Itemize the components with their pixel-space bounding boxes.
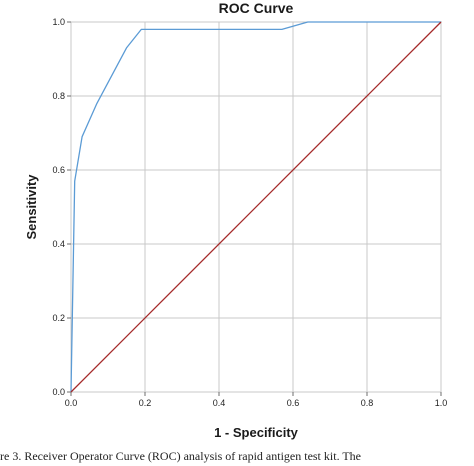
- y-axis-label: Sensitivity: [24, 174, 39, 240]
- x-tick-label: 0.6: [287, 398, 300, 408]
- axis-ticks: 0.0 0.2 0.4 0.6 0.8 1.0 0.0 0.2 0.4 0.6 0.8 1.0: [52, 17, 447, 408]
- x-axis-label: 1 - Specificity: [214, 425, 299, 440]
- y-tick-label: 0.0: [52, 387, 65, 397]
- x-tick-label: 0.2: [139, 398, 152, 408]
- y-tick-label: 0.4: [52, 239, 65, 249]
- x-tick-label: 0.8: [361, 398, 374, 408]
- x-tick-label: 0.4: [213, 398, 226, 408]
- y-tick-label: 0.6: [52, 165, 65, 175]
- y-tick-label: 0.8: [52, 91, 65, 101]
- x-tick-label: 1.0: [435, 398, 448, 408]
- reference-diagonal-line: [70, 21, 442, 393]
- roc-curve-line: [70, 21, 441, 393]
- roc-chart: ROC Curve 0.0 0.2 0.4 0.6 0.8 1.0 0.0 0.2 0.4 0.6…: [24, 0, 447, 440]
- x-tick-label: 0.0: [65, 398, 78, 408]
- series-lines: [70, 21, 442, 393]
- gridlines: [70, 21, 442, 393]
- chart-title: ROC Curve: [219, 0, 294, 16]
- figure-caption: re 3. Receiver Operator Curve (ROC) anal…: [0, 449, 362, 463]
- y-tick-label: 1.0: [52, 17, 65, 27]
- y-tick-label: 0.2: [52, 313, 65, 323]
